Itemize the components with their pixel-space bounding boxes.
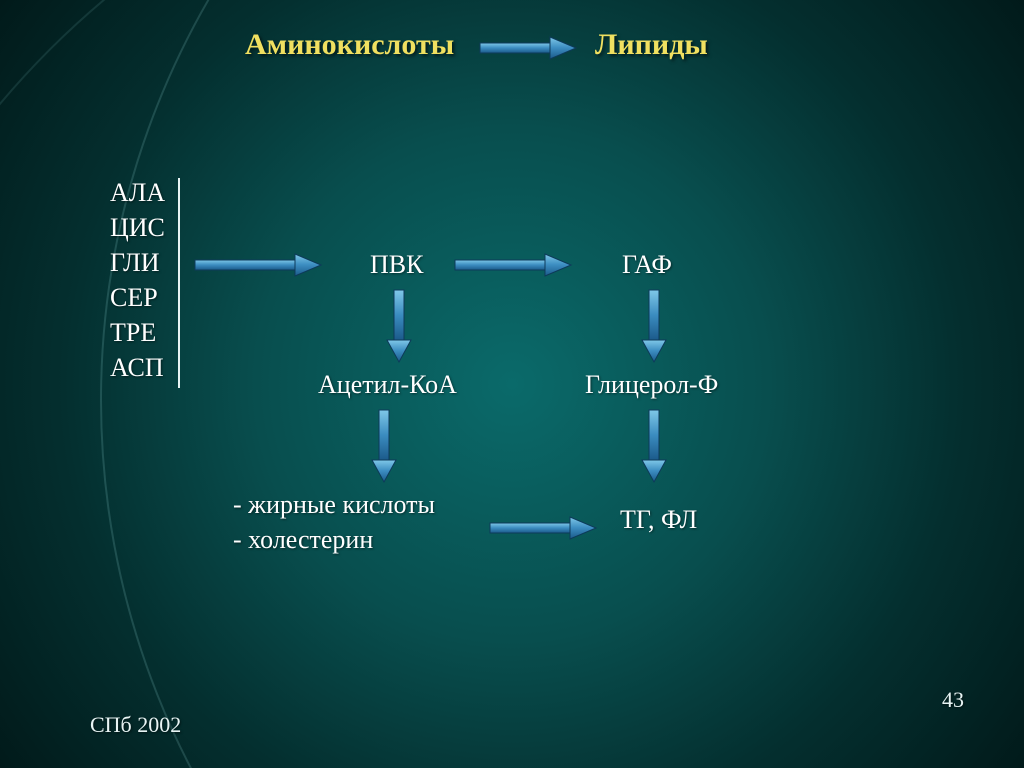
aa-item: ТРЕ bbox=[110, 315, 165, 350]
aa-item: АСП bbox=[110, 350, 165, 385]
arrow-title bbox=[480, 35, 580, 63]
aa-item: АЛА bbox=[110, 175, 165, 210]
slide: Аминокислоты Липиды АЛА ЦИС ГЛИ СЕР ТРЕ … bbox=[0, 0, 1024, 768]
arrow-pvk-to-gaf bbox=[455, 252, 575, 280]
bullet-cholesterol: - холестерин bbox=[233, 525, 373, 555]
node-acetyl-coa: Ацетил-КоА bbox=[318, 370, 457, 400]
title-left: Аминокислоты bbox=[245, 28, 454, 62]
page-number: 43 bbox=[942, 687, 964, 713]
footer-text: СПб 2002 bbox=[90, 712, 181, 738]
node-glycerol-p: Глицерол-Ф bbox=[585, 370, 718, 400]
arrow-list-to-pvk bbox=[195, 252, 325, 280]
node-pvk: ПВК bbox=[370, 250, 423, 280]
arrow-gaf-down bbox=[640, 290, 668, 365]
node-gaf: ГАФ bbox=[622, 250, 672, 280]
node-tg-fl: ТГ, ФЛ bbox=[620, 505, 697, 535]
aa-item: ЦИС bbox=[110, 210, 165, 245]
arrow-glycerol-down bbox=[640, 410, 668, 485]
title-right: Липиды bbox=[595, 28, 708, 62]
bullet-fatty-acids: - жирные кислоты bbox=[233, 490, 435, 520]
arrow-acetyl-down bbox=[370, 410, 398, 485]
arrow-to-tg-fl bbox=[490, 515, 600, 543]
list-divider bbox=[178, 178, 180, 388]
aa-item: СЕР bbox=[110, 280, 165, 315]
amino-acid-list: АЛА ЦИС ГЛИ СЕР ТРЕ АСП bbox=[110, 175, 165, 386]
arrow-pvk-down bbox=[385, 290, 413, 365]
aa-item: ГЛИ bbox=[110, 245, 165, 280]
